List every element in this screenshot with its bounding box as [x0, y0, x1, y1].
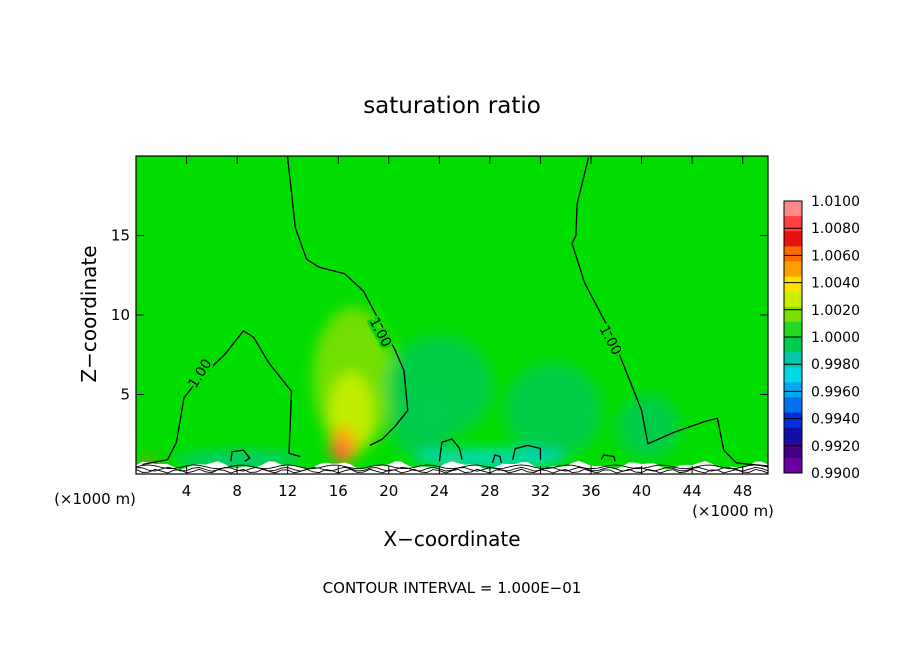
contour-line-0 — [142, 330, 301, 466]
colorbar-labels: 1.0100 1.0080 1.0060 1.0040 1.0020 1.0000 0.99… — [811, 194, 860, 482]
colorbar-swatch — [784, 397, 802, 414]
contour-line-5 — [512, 444, 542, 460]
x-tick-label: 40 — [632, 482, 651, 500]
colorbar-swatch — [784, 276, 802, 293]
field-blob-10 — [414, 450, 566, 467]
x-tick-label: 24 — [430, 482, 449, 500]
colorbar-label: 0.9960 — [811, 384, 860, 400]
x-axis-ticks: 4 8 12 16 20 24 28 32 36 40 44 48 — [182, 156, 752, 500]
colorbar-label: 0.9940 — [811, 412, 860, 428]
terrain-band — [136, 460, 768, 474]
colorbar-label: 0.9900 — [811, 466, 860, 482]
field-blob-7 — [616, 394, 680, 459]
terrain-fill — [136, 460, 768, 474]
x-tick-label: 44 — [683, 482, 702, 500]
contour-line-3 — [230, 449, 251, 462]
colorbar-label: 1.0020 — [811, 303, 860, 319]
plot-area: 1.001.00 1.00 — [135, 155, 769, 475]
y-tick-label: 5 — [120, 386, 130, 404]
contour-interval-note: CONTOUR INTERVAL = 1.000E−01 — [323, 579, 582, 597]
field-blob-5 — [505, 362, 602, 459]
colorbar-swatch — [784, 427, 802, 444]
chart-title: saturation ratio — [363, 93, 541, 119]
colorbar-swatch — [784, 382, 802, 398]
contour-line-7 — [600, 454, 616, 462]
x-tick-label: 12 — [278, 482, 297, 500]
colorbar-swatch — [784, 306, 802, 323]
x-unit-left: (×1000 m) — [54, 490, 136, 508]
x-axis-label: X−coordinate — [383, 527, 520, 551]
x-tick-label: 8 — [232, 482, 242, 500]
terrain-contour-2 — [136, 468, 768, 474]
terrain-contour-0 — [136, 464, 768, 470]
y-tick-label: 15 — [111, 227, 130, 245]
x-tick-label: 28 — [480, 482, 499, 500]
colorbar-label: 1.0040 — [811, 276, 860, 292]
colorbar-swatch — [784, 457, 802, 474]
colorbar-swatch — [784, 412, 802, 429]
x-tick-label: 32 — [531, 482, 550, 500]
x-unit-right: (×1000 m) — [692, 502, 774, 520]
x-tick-label: 16 — [329, 482, 348, 500]
colorbar-swatch — [784, 231, 802, 247]
colorbar-swatch — [784, 246, 802, 262]
field-blob-6 — [388, 397, 452, 455]
field-blob-11 — [173, 453, 301, 467]
colorbar-label: 0.9980 — [811, 357, 860, 373]
colorbar-label: 1.0080 — [811, 221, 860, 237]
y-tick-label: 10 — [111, 306, 130, 324]
colorbar-swatch — [784, 352, 802, 368]
colorbar-swatch — [784, 337, 802, 353]
colorbar-swatch — [784, 216, 802, 232]
x-tick-label: 20 — [379, 482, 398, 500]
y-axis-label: Z−coordinate — [77, 245, 101, 382]
field-blob-3 — [333, 442, 349, 462]
contour-line-2 — [571, 157, 768, 467]
y-axis-ticks: 5 10 15 — [111, 227, 768, 404]
x-tick-label: 36 — [581, 482, 600, 500]
colorbar-label: 1.0000 — [811, 330, 860, 346]
contour-line-6 — [491, 454, 502, 464]
x-tick-label: 4 — [182, 482, 192, 500]
contour-line-1 — [287, 157, 409, 446]
colorbar-swatch — [784, 321, 802, 338]
colorbar-label: 1.0100 — [811, 194, 860, 210]
colorbar-swatch — [784, 442, 802, 459]
colorbar-label: 1.0060 — [811, 248, 860, 264]
colorbar-label: 0.9920 — [811, 439, 860, 455]
colorbar-swatch — [784, 291, 802, 308]
colorbar-swatch — [784, 367, 802, 383]
colorbar — [783, 200, 803, 474]
colorbar-swatch — [784, 201, 802, 217]
colorbar-swatch — [784, 261, 802, 278]
x-tick-label: 48 — [733, 482, 752, 500]
contour-line-4 — [438, 438, 463, 462]
